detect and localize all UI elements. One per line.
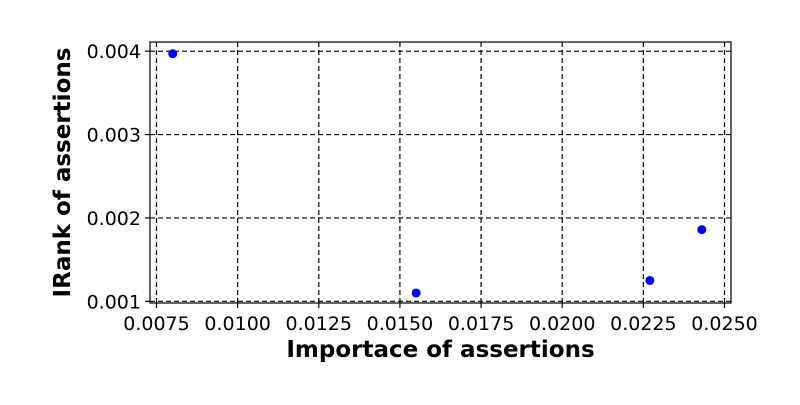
x-tick-label: 0.0200 (529, 313, 595, 335)
y-axis-title: IRank of assertions (50, 48, 76, 298)
x-axis-title: Importace of assertions (286, 337, 594, 363)
x-tick-label: 0.0150 (367, 313, 433, 335)
data-points (168, 49, 707, 298)
data-point (168, 49, 178, 59)
data-point (645, 275, 655, 285)
data-point (697, 225, 707, 235)
grid (150, 42, 731, 303)
plot-frame (149, 41, 732, 304)
x-tick-label: 0.0175 (448, 313, 514, 335)
y-tick-label: 0.003 (87, 125, 141, 147)
y-tick-label: 0.001 (87, 291, 141, 313)
y-tick-label: 0.002 (87, 208, 141, 230)
y-tick-label: 0.004 (87, 41, 141, 63)
x-tick-label: 0.0225 (610, 313, 676, 335)
x-tick-label: 0.0250 (691, 313, 757, 335)
x-tick-label: 0.0075 (123, 313, 189, 335)
x-tick-label: 0.0100 (204, 313, 270, 335)
axis-ticks: 0.0075 0.0100 0.0125 0.0150 0.0175 0.0200 0.02… (87, 41, 758, 335)
data-point (411, 288, 421, 298)
x-tick-label: 0.0125 (286, 313, 352, 335)
